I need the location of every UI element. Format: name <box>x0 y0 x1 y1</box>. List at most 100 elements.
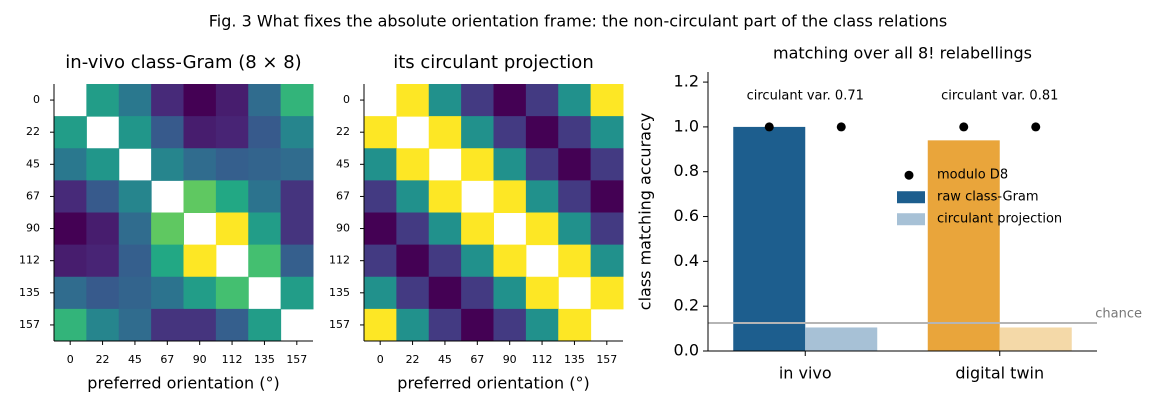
y-tick-label: 0 <box>33 93 40 106</box>
panel-title: in-vivo class-Gram (8 × 8) <box>65 52 301 73</box>
heatmap-cell <box>558 148 592 181</box>
x-tick-label: 22 <box>96 353 110 366</box>
heatmap-cell <box>248 244 282 278</box>
heatmap-cell <box>280 84 314 117</box>
heatmap-cell <box>493 84 527 117</box>
y-tick-label: 135 <box>19 286 40 299</box>
heatmap-cell <box>54 244 87 278</box>
y-tick-label: 67 <box>26 189 40 202</box>
heatmap-cell <box>590 84 624 117</box>
heatmap-cell <box>525 148 559 181</box>
legend-swatch <box>897 191 925 204</box>
legend-swatch <box>897 213 925 226</box>
y-tick-label: 135 <box>329 286 350 299</box>
x-tick-label: 157 <box>596 353 617 366</box>
y-tick-label: 112 <box>329 254 350 267</box>
heatmap-cell <box>280 180 314 213</box>
y-tick-label: 67 <box>336 189 350 202</box>
heatmap-cell <box>590 276 624 310</box>
heatmap-cell <box>493 244 527 278</box>
heatmap-cell <box>118 308 152 342</box>
marker-dot <box>764 122 774 132</box>
heatmap-cell <box>183 116 217 149</box>
heatmap-cell <box>183 180 217 213</box>
heatmap-cell <box>558 84 592 117</box>
heatmap-cell <box>558 244 592 278</box>
x-tick-label: digital twin <box>955 364 1044 383</box>
heatmap-cell <box>86 84 120 117</box>
heatmap-cell <box>428 276 462 310</box>
x-tick-label: 90 <box>193 353 207 366</box>
y-tick-label: 157 <box>19 318 40 331</box>
x-tick-label: 135 <box>254 353 275 366</box>
heatmap-cell <box>151 212 184 246</box>
heatmap-cell <box>248 148 282 181</box>
panel-title: its circulant projection <box>393 52 593 73</box>
heatmap-cell <box>151 308 184 342</box>
heatmap-cell <box>461 148 494 181</box>
heatmap-cell <box>364 148 397 181</box>
heatmap-cell <box>280 244 314 278</box>
panel-title: matching over all 8! relabellings <box>773 44 1032 63</box>
heatmap-cell <box>525 84 559 117</box>
heatmap-cell <box>118 244 152 278</box>
x-axis-label: preferred orientation (°) <box>87 374 279 393</box>
marker-dot <box>959 122 969 132</box>
heatmap-cell <box>248 308 282 342</box>
figure-title: Fig. 3 What fixes the absolute orientati… <box>209 12 947 31</box>
y-tick-label: 157 <box>329 318 350 331</box>
heatmap-cell <box>215 212 249 246</box>
x-tick-label: 22 <box>406 353 420 366</box>
heatmap-cell <box>364 308 397 342</box>
heatmap-cell <box>248 116 282 149</box>
heatmap-cell <box>493 148 527 181</box>
x-tick-label: 45 <box>128 353 142 366</box>
heatmap-cell <box>183 308 217 342</box>
heatmap-cell <box>428 180 462 213</box>
annotation: circulant var. 0.71 <box>747 89 864 104</box>
heatmap-cell <box>86 244 120 278</box>
heatmap-cell <box>493 180 527 213</box>
heatmap-cell <box>118 116 152 149</box>
y-tick-label: 0.2 <box>674 296 699 315</box>
heatmap-cell <box>461 276 494 310</box>
heatmap-cell <box>364 276 397 310</box>
heatmap-cell <box>428 244 462 278</box>
heatmap-cell <box>54 276 87 310</box>
chance-label: chance <box>1095 306 1142 321</box>
heatmap-cell <box>525 276 559 310</box>
heatmap-cell <box>428 308 462 342</box>
heatmap-cell <box>86 276 120 310</box>
heatmap-cell <box>151 244 184 278</box>
heatmap-cell <box>461 212 494 246</box>
y-axis-label: class matching accuracy <box>636 113 655 310</box>
heatmap-cell <box>428 84 462 117</box>
heatmap-cell <box>396 244 430 278</box>
y-tick-label: 0.6 <box>674 206 699 225</box>
heatmap-cell <box>248 84 282 117</box>
y-tick-label: 0.4 <box>674 251 699 270</box>
legend-label: modulo D8 <box>937 168 1008 183</box>
heatmap-cell <box>183 244 217 278</box>
heatmap-cell <box>525 116 559 149</box>
x-tick-label: 67 <box>160 353 174 366</box>
bar <box>999 327 1072 351</box>
heatmap-cell <box>54 148 87 181</box>
heatmap-cell <box>215 180 249 213</box>
heatmap-cell <box>428 212 462 246</box>
heatmap-cell <box>54 212 87 246</box>
heatmap-cell <box>396 148 430 181</box>
heatmap-cell <box>183 148 217 181</box>
heatmap-cell <box>151 148 184 181</box>
heatmap-cell <box>215 308 249 342</box>
heatmap-cell <box>590 116 624 149</box>
heatmap-cell <box>215 116 249 149</box>
heatmap-cell <box>364 212 397 246</box>
heatmap-cell <box>590 148 624 181</box>
heatmap-cell <box>151 84 184 117</box>
y-tick-label: 0.8 <box>674 161 699 180</box>
y-tick-label: 45 <box>26 157 40 170</box>
heatmap-cell <box>86 308 120 342</box>
y-tick-label: 112 <box>19 254 40 267</box>
